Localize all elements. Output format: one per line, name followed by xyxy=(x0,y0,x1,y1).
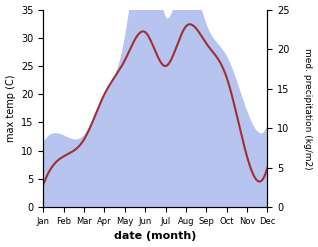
Y-axis label: max temp (C): max temp (C) xyxy=(5,75,16,142)
X-axis label: date (month): date (month) xyxy=(114,231,197,242)
Y-axis label: med. precipitation (kg/m2): med. precipitation (kg/m2) xyxy=(303,48,313,169)
